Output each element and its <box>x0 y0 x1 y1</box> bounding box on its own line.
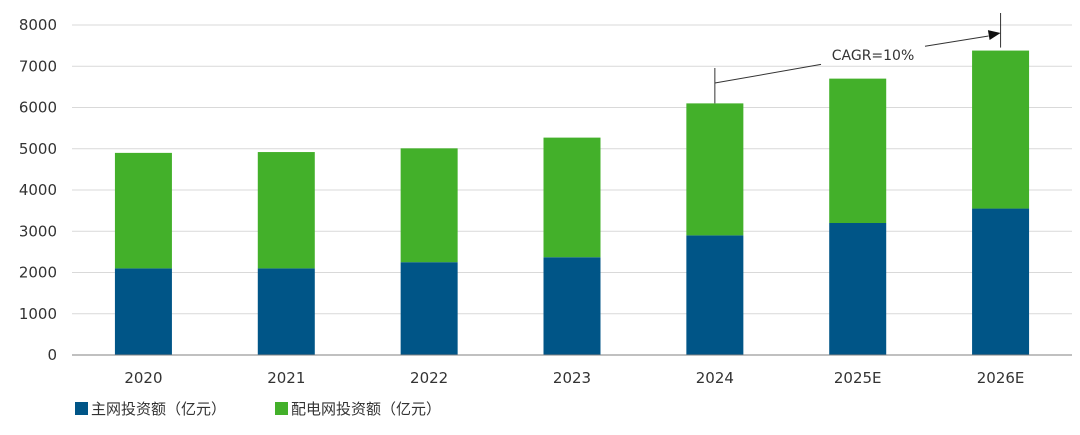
x-tick-label: 2022 <box>410 369 448 387</box>
bar-distribution-grid-2023 <box>543 137 601 258</box>
cagr-label: CAGR=10% <box>832 48 915 64</box>
bar-main-grid-2022 <box>400 262 458 355</box>
bar-main-grid-2026E <box>972 208 1030 355</box>
y-tick-label: 1000 <box>19 305 57 323</box>
bar-main-grid-2024 <box>686 235 744 355</box>
bar-main-grid-2023 <box>543 257 601 355</box>
bar-main-grid-2025E <box>829 223 887 355</box>
x-tick-label: 2026E <box>977 369 1025 387</box>
cagr-annotation: CAGR=10% <box>714 13 1002 104</box>
legend-label-distribution-grid: 配电网投资额（亿元） <box>291 400 441 418</box>
y-tick-label: 7000 <box>19 57 57 75</box>
bar-distribution-grid-2025E <box>829 78 887 223</box>
y-tick-label: 5000 <box>19 140 57 158</box>
bar-distribution-grid-2021 <box>257 152 315 269</box>
legend-label-main-grid: 主网投资额（亿元） <box>91 400 226 418</box>
y-tick-label: 4000 <box>19 181 57 199</box>
x-tick-label: 2023 <box>553 369 591 387</box>
cagr-arrow-line-left <box>714 63 822 84</box>
legend-swatch-distribution-grid <box>275 402 288 415</box>
x-tick-label: 2021 <box>267 369 305 387</box>
cagr-arrowhead <box>987 30 1001 40</box>
x-tick-label: 2025E <box>834 369 882 387</box>
legend-swatch-main-grid <box>75 402 88 415</box>
y-axis: 0 1000 2000 3000 4000 5000 6000 7000 8000 <box>19 16 57 364</box>
bars <box>114 50 1030 355</box>
x-tick-label: 2020 <box>124 369 162 387</box>
bar-main-grid-2020 <box>114 268 172 355</box>
cagr-label-background <box>825 45 921 65</box>
y-tick-label: 0 <box>47 346 57 364</box>
y-tick-label: 2000 <box>19 264 57 282</box>
cagr-arrow-line-right <box>924 35 989 47</box>
x-tick-label: 2024 <box>696 369 734 387</box>
bar-distribution-grid-2020 <box>114 152 172 269</box>
legend: 主网投资额（亿元） 配电网投资额（亿元） <box>75 400 441 418</box>
y-tick-label: 8000 <box>19 16 57 34</box>
bar-distribution-grid-2026E <box>972 50 1030 209</box>
y-tick-label: 6000 <box>19 99 57 117</box>
bar-distribution-grid-2022 <box>400 148 458 263</box>
bar-main-grid-2021 <box>257 268 315 355</box>
y-tick-label: 3000 <box>19 222 57 240</box>
x-axis: 2020 2021 2022 2023 2024 2025E 2026E <box>72 354 1072 387</box>
bar-distribution-grid-2024 <box>686 103 744 236</box>
